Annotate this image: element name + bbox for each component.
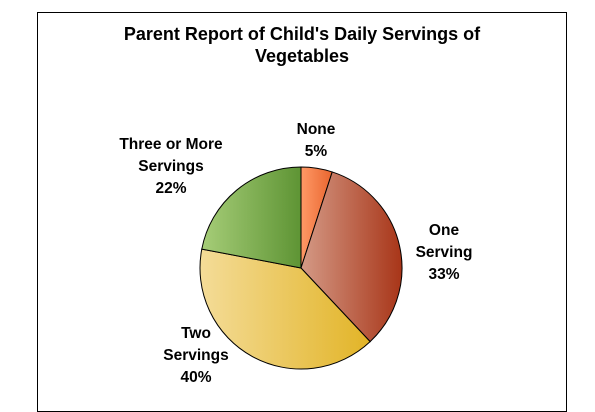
chart-title-line-1: Parent Report of Child's Daily Servings … <box>123 24 481 44</box>
chart-title-line-2: Vegetables <box>254 46 350 66</box>
pie-slice-1 <box>300 171 403 343</box>
slice-percent-label-3: 22% <box>155 180 186 197</box>
chart-title: Parent Report of Child's Daily Servings … <box>38 23 566 67</box>
slice-percent-label-1: 33% <box>428 266 459 283</box>
pie-slices <box>199 166 403 370</box>
slice-label-2: Two Servings 40% <box>163 325 228 386</box>
pie-slice-3 <box>201 166 302 269</box>
slice-name-label-3: Three or More <box>119 136 223 153</box>
pie-chart: None 5% One Serving 33% Two Servings 40% Three o… <box>119 121 472 386</box>
slice-label-0: None 5% <box>297 121 336 160</box>
slice-name-label-0: None <box>297 121 336 138</box>
slice-label-1: One Serving 33% <box>416 222 473 283</box>
pie-labels: None 5% One Serving 33% Two Servings 40% Three o… <box>119 121 472 386</box>
slice-name-label-1: One <box>429 222 460 239</box>
slice-label-3: Three or More Servings 22% <box>119 136 223 197</box>
slice-percent-label-0: 5% <box>305 143 328 160</box>
slice-name-label-2: Servings <box>163 347 228 364</box>
chart-area: Parent Report of Child's Daily Servings … <box>37 12 567 412</box>
slice-name-label-1: Serving <box>416 244 473 261</box>
slice-name-label-2: Two <box>181 325 211 342</box>
slice-percent-label-2: 40% <box>180 369 211 386</box>
pie-slice-2 <box>199 248 371 370</box>
slice-name-label-3: Servings <box>138 158 203 175</box>
